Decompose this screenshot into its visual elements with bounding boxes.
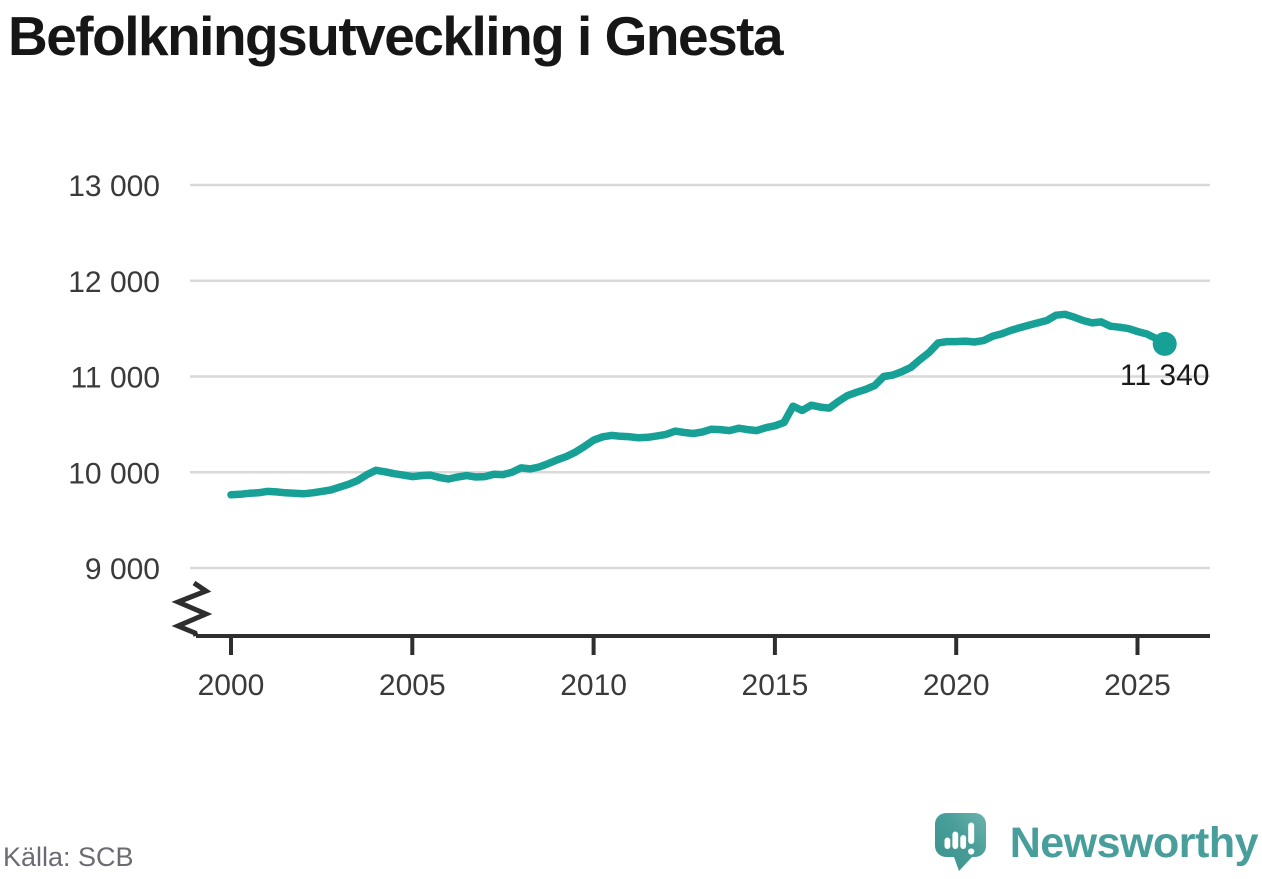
x-tick-label: 2010 <box>560 669 627 702</box>
latest-value-dot <box>1152 331 1177 356</box>
y-tick-label: 10 000 <box>68 457 160 490</box>
bar-tall <box>952 831 958 849</box>
population-line <box>227 310 1169 499</box>
y-tick-label: 9 000 <box>85 553 160 586</box>
source-label: Källa: SCB <box>3 842 134 872</box>
y-tick-label: 11 000 <box>70 362 160 395</box>
x-tick-label: 2005 <box>379 669 446 702</box>
x-tick-label: 2020 <box>923 669 990 702</box>
newsworthy-pin-icon <box>934 813 986 871</box>
axis-break-zigzag <box>171 580 213 637</box>
x-tick-label: 2000 <box>198 669 265 702</box>
y-axis-labels: 13 000 12 000 11 000 10 000 9 000 <box>68 170 160 586</box>
x-axis-ticks <box>229 636 1140 655</box>
x-axis: 2000 2005 2010 2015 2020 2025 <box>171 580 1210 702</box>
pin-bar-chart <box>944 822 975 855</box>
latest-value-label: 11 340 <box>1120 359 1210 392</box>
x-tick-label: 2025 <box>1104 669 1171 702</box>
bar-small <box>944 837 951 849</box>
gridlines <box>190 183 1210 570</box>
exclamation-bar <box>967 822 974 844</box>
y-tick-label: 12 000 <box>68 266 160 299</box>
chart-title: Befolkningsutveckling i Gnesta <box>8 5 784 67</box>
x-tick-label: 2015 <box>742 669 809 702</box>
bar-medium <box>960 835 966 849</box>
newsworthy-logo: Newsworthy <box>928 808 1259 878</box>
y-tick-label: 13 000 <box>68 170 160 203</box>
x-axis-tick-labels: 2000 2005 2010 2015 2020 2025 <box>198 669 1171 702</box>
exclamation-dot <box>967 848 975 855</box>
newsworthy-wordmark: Newsworthy <box>1009 818 1259 867</box>
